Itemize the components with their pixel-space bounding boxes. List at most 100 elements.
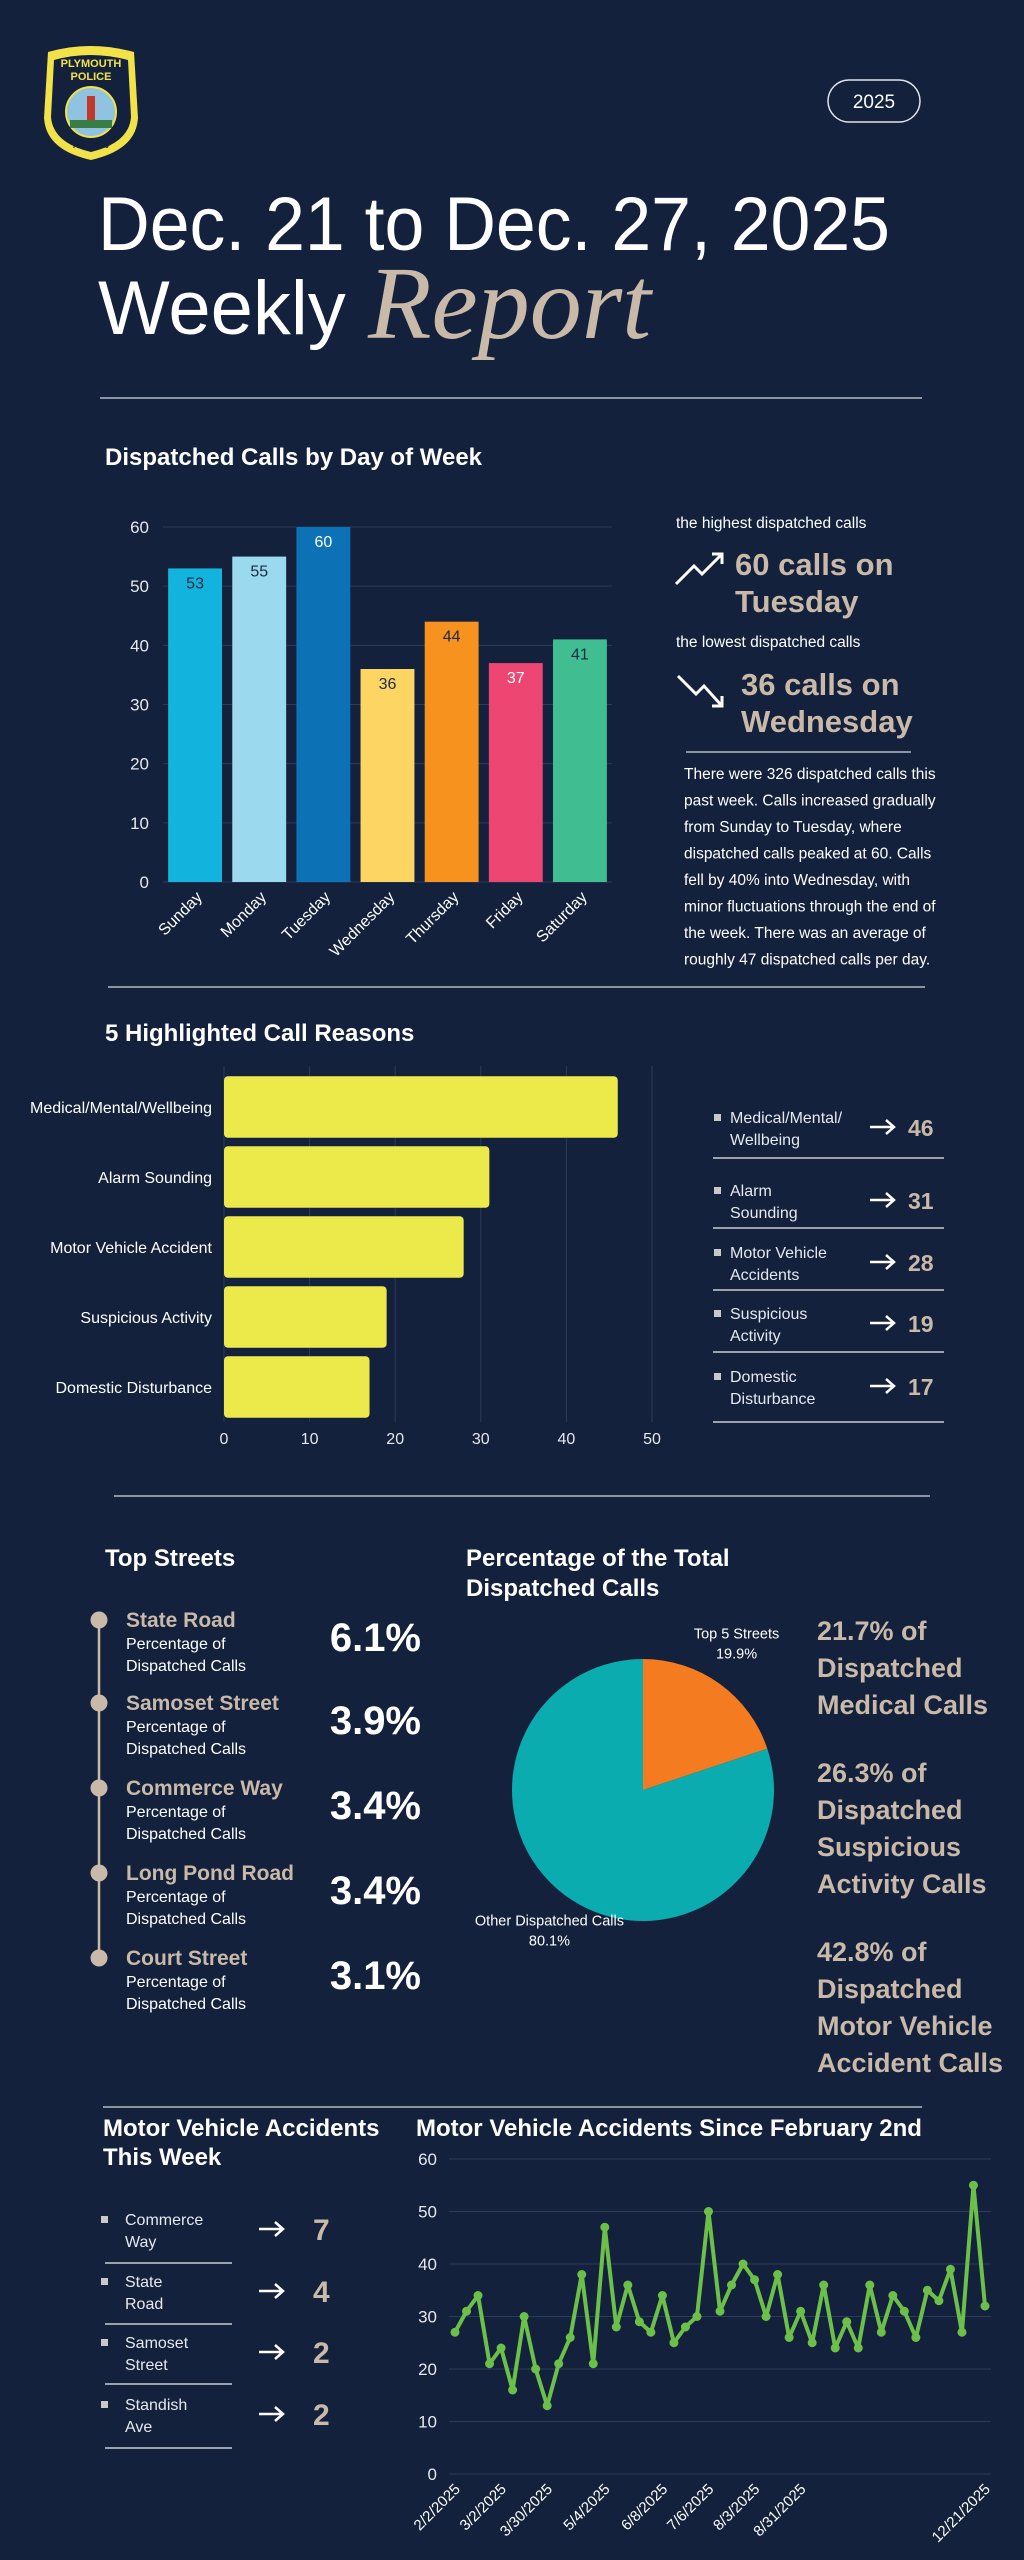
line-point [519, 2312, 529, 2321]
call-share-text: Medical Calls [817, 1690, 988, 1720]
bar [296, 527, 351, 882]
line-point [611, 2322, 621, 2332]
line-point [727, 2280, 737, 2290]
logo: PLYMOUTH POLICE A.D. 1620 [44, 46, 138, 160]
y-tick-label: 10 [418, 2413, 437, 2432]
bar [168, 568, 223, 882]
x-tick-label: 20 [386, 1431, 404, 1448]
line-point [761, 2312, 771, 2321]
data-label: 55 [250, 564, 268, 581]
bar [424, 621, 479, 882]
data-label: 44 [443, 629, 461, 646]
list-label: State [125, 2274, 162, 2291]
line-point [945, 2264, 955, 2274]
slice-label: Top 5 Streets [694, 1626, 779, 1642]
summary-text: past week. Calls increased gradually [684, 793, 936, 810]
line-point [750, 2275, 760, 2285]
arrow-icon [259, 2283, 285, 2299]
highlight-value: Tuesday [735, 584, 859, 619]
street-caption: Dispatched Calls [126, 1658, 246, 1675]
logo-lighthouse [87, 96, 95, 122]
street-caption: Dispatched Calls [126, 1911, 246, 1928]
line-point [646, 2327, 656, 2337]
line-point [634, 2317, 644, 2327]
call-share-text: Dispatched [817, 1653, 963, 1683]
timeline-dot [90, 1611, 108, 1629]
timeline-dot [90, 1864, 108, 1882]
line-point [899, 2306, 909, 2316]
street-share: 3.4% [330, 1784, 421, 1828]
line-point [462, 2306, 472, 2316]
y-tick-label: 40 [418, 2255, 437, 2274]
pie-slice [512, 1659, 775, 1922]
line-point [554, 2359, 564, 2369]
slice-value-label: 19.9% [716, 1646, 757, 1662]
list-count: 4 [313, 2276, 330, 2309]
list-count: 7 [313, 2214, 330, 2247]
street-share: 3.4% [330, 1869, 421, 1913]
arrow-icon [259, 2344, 285, 2360]
line-point [773, 2270, 783, 2279]
line-point [876, 2327, 886, 2337]
line-point [657, 2291, 667, 2300]
slice-value-label: 80.1% [529, 1934, 570, 1950]
bar [360, 669, 415, 882]
bullet [101, 2339, 108, 2346]
timeline-dot [90, 1779, 108, 1797]
line-point [473, 2291, 483, 2300]
bar [224, 1146, 490, 1208]
list-label: Medical/Mental/ [730, 1110, 843, 1127]
line-point [980, 2301, 990, 2311]
list-label: Motor Vehicle [730, 1245, 827, 1262]
street-name: State Road [126, 1609, 236, 1632]
y-tick-label: 30 [418, 2308, 437, 2327]
call-share-text: Dispatched [817, 1974, 963, 2004]
pie-slice [643, 1659, 768, 1790]
line-point [703, 2207, 713, 2216]
y-tick-label: 0 [140, 873, 149, 892]
report-title-accent: Report [367, 246, 653, 361]
list-label: Sounding [730, 1205, 798, 1222]
section-title: Motor Vehicle Accidents [103, 2115, 380, 2142]
line-point [485, 2359, 495, 2369]
y-tick-label: Alarm Sounding [98, 1170, 212, 1187]
street-share: 3.1% [330, 1954, 421, 1998]
line-point [865, 2280, 875, 2290]
street-caption: Dispatched Calls [126, 1741, 246, 1758]
line-point [738, 2259, 748, 2269]
bullet [714, 1114, 721, 1121]
arrow-icon [870, 1315, 896, 1331]
line-point [600, 2222, 610, 2232]
line-point [669, 2338, 679, 2348]
data-label: 53 [186, 575, 204, 592]
timeline-dot [90, 1694, 108, 1712]
highlight-value: 36 calls on [741, 667, 900, 702]
bar [232, 556, 287, 882]
street-name: Court Street [126, 1947, 247, 1970]
line-point [911, 2333, 921, 2342]
summary-text: roughly 47 dispatched calls per day. [684, 952, 930, 969]
line-point [680, 2322, 690, 2332]
logo-ground [70, 120, 112, 128]
arrow-icon [259, 2221, 285, 2237]
y-tick-label: Motor Vehicle Accident [50, 1240, 212, 1257]
call-share-text: 42.8% of [817, 1937, 928, 1967]
street-name: Samoset Street [126, 1692, 279, 1715]
section-title: Top Streets [105, 1545, 235, 1572]
line-point [508, 2385, 518, 2395]
logo-text: PLYMOUTH [61, 58, 122, 70]
line-point [807, 2338, 817, 2348]
bar [224, 1216, 464, 1278]
list-label: Street [125, 2357, 168, 2374]
line-point [957, 2327, 967, 2337]
bar [488, 663, 543, 882]
call-share-text: Activity Calls [817, 1869, 987, 1899]
logo-text: POLICE [71, 71, 112, 83]
list-count: 31 [908, 1188, 934, 1214]
bullet [714, 1249, 721, 1256]
line-point [692, 2312, 702, 2321]
street-caption: Dispatched Calls [126, 1996, 246, 2013]
street-share: 6.1% [330, 1616, 421, 1660]
line-point [922, 2285, 932, 2295]
